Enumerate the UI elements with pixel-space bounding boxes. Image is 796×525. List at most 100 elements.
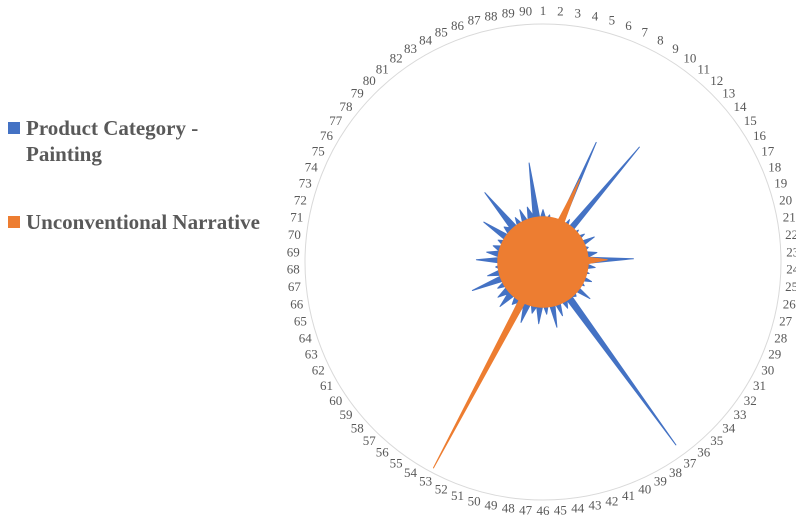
legend-label-painting: Product Category - Painting: [26, 116, 199, 166]
category-label-60: 60: [329, 393, 342, 408]
radar-outer-ring: [304, 23, 782, 501]
category-label-49: 49: [485, 497, 498, 512]
category-label-12: 12: [710, 73, 723, 88]
category-label-32: 32: [744, 393, 757, 408]
category-label-2: 2: [557, 4, 564, 19]
category-label-74: 74: [305, 159, 319, 174]
category-label-25: 25: [785, 279, 796, 294]
category-label-13: 13: [722, 86, 735, 101]
category-label-82: 82: [390, 51, 403, 66]
category-label-11: 11: [697, 61, 710, 76]
category-label-45: 45: [554, 502, 567, 517]
category-label-52: 52: [435, 481, 448, 496]
category-label-16: 16: [753, 128, 767, 143]
category-label-21: 21: [783, 210, 796, 225]
category-label-27: 27: [779, 313, 793, 328]
legend-swatch-narrative: [8, 216, 20, 228]
category-label-71: 71: [290, 210, 303, 225]
category-label-31: 31: [753, 378, 766, 393]
category-label-53: 53: [419, 474, 432, 489]
category-label-42: 42: [605, 493, 618, 508]
category-label-4: 4: [592, 8, 599, 23]
category-label-80: 80: [363, 73, 376, 88]
series-area-narrative[interactable]: [433, 178, 608, 469]
category-label-43: 43: [589, 497, 602, 512]
category-label-8: 8: [657, 32, 664, 47]
category-label-28: 28: [774, 330, 787, 345]
category-label-34: 34: [722, 420, 736, 435]
category-label-56: 56: [376, 444, 390, 459]
category-label-87: 87: [468, 13, 482, 28]
category-label-50: 50: [468, 493, 481, 508]
category-label-57: 57: [363, 433, 377, 448]
category-label-85: 85: [435, 25, 448, 40]
category-label-17: 17: [761, 143, 775, 158]
category-label-58: 58: [351, 420, 364, 435]
category-label-78: 78: [340, 99, 353, 114]
category-label-75: 75: [312, 143, 325, 158]
category-label-68: 68: [287, 262, 300, 277]
category-label-79: 79: [351, 86, 364, 101]
category-label-73: 73: [299, 176, 312, 191]
category-label-65: 65: [294, 313, 307, 328]
category-label-84: 84: [419, 32, 433, 47]
category-label-38: 38: [669, 465, 682, 480]
category-label-47: 47: [519, 502, 533, 517]
category-label-15: 15: [744, 113, 757, 128]
category-label-1: 1: [540, 3, 547, 18]
category-label-35: 35: [710, 433, 723, 448]
category-label-77: 77: [329, 113, 343, 128]
category-label-30: 30: [761, 363, 774, 378]
category-label-63: 63: [305, 347, 318, 362]
category-label-59: 59: [340, 407, 353, 422]
category-label-48: 48: [502, 501, 515, 516]
chart-legend: Product Category - Painting Unconvention…: [8, 115, 268, 277]
category-label-18: 18: [768, 159, 781, 174]
category-label-23: 23: [786, 244, 796, 259]
category-label-20: 20: [779, 192, 792, 207]
category-label-7: 7: [641, 25, 648, 40]
category-label-61: 61: [320, 378, 333, 393]
category-label-81: 81: [376, 61, 389, 76]
category-label-19: 19: [774, 176, 787, 191]
category-label-90: 90: [519, 4, 532, 19]
category-label-51: 51: [451, 488, 464, 503]
category-label-89: 89: [502, 5, 515, 20]
category-label-26: 26: [783, 296, 796, 311]
category-label-62: 62: [312, 363, 325, 378]
category-label-29: 29: [768, 347, 781, 362]
legend-swatch-painting: [8, 122, 20, 134]
legend-item-narrative[interactable]: Unconventional Narrative: [8, 209, 268, 235]
category-label-5: 5: [609, 13, 616, 28]
category-label-54: 54: [404, 465, 418, 480]
category-label-14: 14: [734, 99, 748, 114]
category-label-22: 22: [785, 227, 796, 242]
category-label-69: 69: [287, 244, 300, 259]
category-label-33: 33: [734, 407, 747, 422]
category-label-76: 76: [320, 128, 334, 143]
category-label-40: 40: [638, 481, 651, 496]
category-label-10: 10: [683, 51, 696, 66]
category-label-44: 44: [571, 501, 585, 516]
category-label-36: 36: [697, 444, 711, 459]
category-label-72: 72: [294, 192, 307, 207]
category-label-6: 6: [625, 18, 632, 33]
category-label-37: 37: [683, 455, 697, 470]
category-label-88: 88: [485, 8, 498, 23]
legend-item-painting[interactable]: Product Category - Painting: [8, 115, 268, 167]
category-label-67: 67: [288, 279, 302, 294]
category-label-39: 39: [654, 474, 667, 489]
category-label-66: 66: [290, 296, 304, 311]
category-label-86: 86: [451, 18, 465, 33]
category-label-24: 24: [786, 262, 796, 277]
category-label-46: 46: [537, 503, 551, 518]
category-label-64: 64: [299, 330, 313, 345]
category-label-3: 3: [575, 5, 582, 20]
radar-plot-area: 1234567891011121314151617181920212223242…: [287, 3, 796, 518]
category-label-41: 41: [622, 488, 635, 503]
legend-label-narrative: Unconventional Narrative: [26, 210, 260, 234]
category-label-55: 55: [390, 455, 403, 470]
category-label-9: 9: [672, 41, 679, 56]
category-label-70: 70: [288, 227, 301, 242]
